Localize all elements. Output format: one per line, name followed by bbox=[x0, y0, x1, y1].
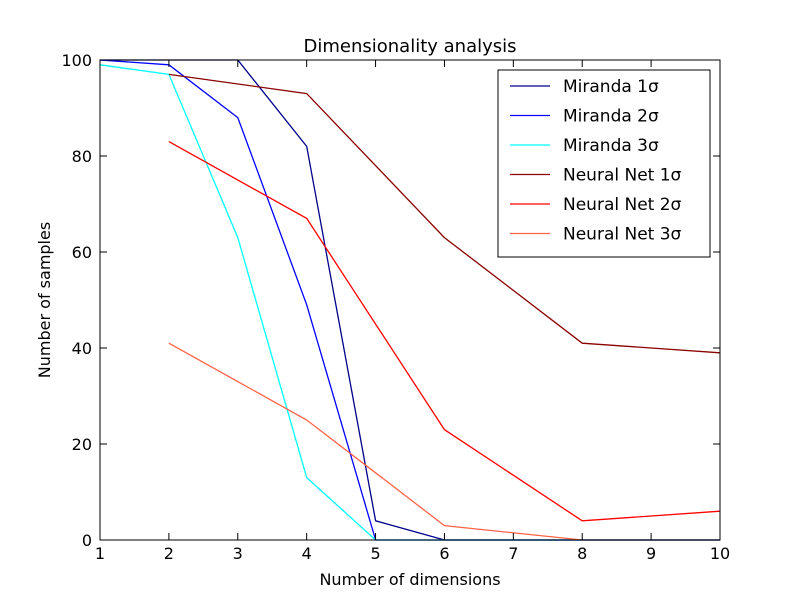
x-axis-label: Number of dimensions bbox=[319, 570, 500, 589]
y-tick-label: 40 bbox=[72, 339, 92, 358]
y-tick-label: 20 bbox=[72, 435, 92, 454]
legend-label: Neural Net 2σ bbox=[563, 195, 682, 215]
legend-label: Miranda 1σ bbox=[563, 77, 659, 97]
x-tick-label: 6 bbox=[439, 544, 449, 563]
legend-label: Miranda 2σ bbox=[563, 107, 659, 127]
x-tick-label: 2 bbox=[164, 544, 174, 563]
x-tick-label: 4 bbox=[302, 544, 312, 563]
series-line-5 bbox=[168, 141, 721, 522]
y-axis-label: Number of samples bbox=[35, 222, 54, 378]
legend-label: Neural Net 1σ bbox=[563, 166, 682, 186]
chart-title: Dimensionality analysis bbox=[303, 36, 516, 57]
legend-box bbox=[497, 69, 711, 258]
x-tick-label: 9 bbox=[646, 544, 656, 563]
y-tick-label: 100 bbox=[61, 51, 92, 70]
series-line-4 bbox=[168, 73, 721, 354]
x-tick-label: 10 bbox=[710, 544, 730, 563]
y-tick-label: 60 bbox=[72, 243, 92, 262]
plot-frame bbox=[99, 59, 721, 541]
y-tick-label: 0 bbox=[82, 531, 92, 550]
x-tick-label: 7 bbox=[508, 544, 518, 563]
x-tick-label: 3 bbox=[233, 544, 243, 563]
legend-label: Miranda 3σ bbox=[563, 136, 659, 156]
x-tick-label: 5 bbox=[370, 544, 380, 563]
x-tick-label: 1 bbox=[95, 544, 105, 563]
x-tick-label: 8 bbox=[577, 544, 587, 563]
y-tick-label: 80 bbox=[72, 147, 92, 166]
legend-label: Neural Net 3σ bbox=[563, 225, 682, 245]
